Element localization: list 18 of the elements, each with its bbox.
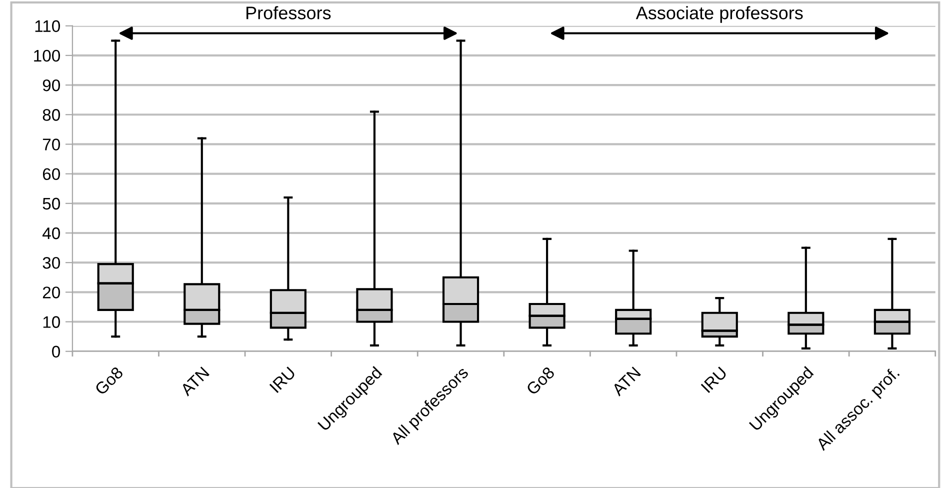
y-tick-label: 30 <box>42 256 60 269</box>
y-tick-label: 50 <box>42 198 60 210</box>
y-tick-label: 110 <box>35 20 60 32</box>
text: Associate professors <box>636 6 803 23</box>
x-tick-label: IRU <box>269 366 296 394</box>
x-tick-label: Go8 <box>94 366 124 396</box>
x-tick-label: IRU <box>700 366 728 394</box>
y-tick-label: 100 <box>34 50 60 62</box>
x-tick-label: Go8 <box>526 366 556 396</box>
y-tick-label: 90 <box>42 79 60 92</box>
y-tick-label: 10 <box>43 316 60 328</box>
y-tick-label: 0 <box>52 346 60 358</box>
y-tick-label: 40 <box>42 227 60 240</box>
y-tick-label: 80 <box>42 109 60 121</box>
text: Professors <box>246 6 331 20</box>
y-tick-label: 70 <box>42 138 60 150</box>
y-tick-label: 20 <box>42 286 60 298</box>
y-tick-label: 60 <box>42 168 60 180</box>
